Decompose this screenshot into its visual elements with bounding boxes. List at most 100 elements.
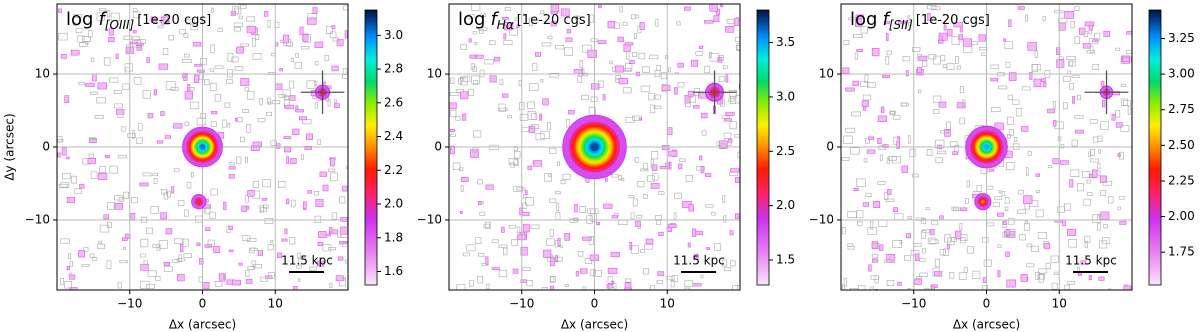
colorbar-tick-label: 2.0	[384, 197, 403, 211]
noise	[706, 247, 710, 251]
noise	[228, 174, 235, 179]
x-axis-label: Δx (arcsec)	[953, 318, 1020, 332]
noise	[997, 244, 1002, 248]
noise	[60, 53, 67, 59]
noise	[866, 82, 876, 88]
noise	[194, 63, 202, 67]
noise	[70, 49, 80, 56]
noise	[511, 239, 518, 246]
y-tick-label: 0	[826, 140, 834, 154]
noise	[671, 275, 679, 282]
noise	[1058, 22, 1066, 31]
noise	[240, 4, 247, 9]
noise	[1069, 179, 1074, 188]
noise	[468, 89, 474, 96]
noise	[932, 267, 940, 276]
noise	[870, 220, 874, 230]
noise	[509, 28, 518, 36]
noise	[240, 136, 245, 143]
noise	[66, 156, 70, 160]
noise	[854, 52, 858, 60]
noise	[997, 270, 1001, 278]
noise	[286, 41, 294, 47]
x-tick-label: 0	[199, 297, 207, 311]
noise	[959, 117, 965, 125]
noise	[1001, 191, 1006, 197]
noise	[196, 117, 207, 126]
noise	[525, 197, 534, 206]
noise	[546, 238, 555, 246]
noise	[214, 94, 221, 102]
noise	[1063, 75, 1071, 82]
noise	[734, 134, 740, 138]
noise	[1050, 255, 1059, 263]
noise	[530, 224, 540, 229]
noise	[909, 148, 916, 157]
noise	[694, 253, 699, 260]
noise	[965, 198, 969, 205]
noise	[527, 111, 536, 120]
noise	[1019, 234, 1026, 241]
noise	[234, 66, 244, 71]
noise	[331, 212, 337, 220]
noise	[1051, 282, 1058, 290]
noise	[1060, 144, 1065, 149]
noise	[982, 277, 987, 283]
title-subscript: [OIII]	[105, 18, 135, 32]
noise	[1079, 27, 1086, 35]
noise	[115, 53, 119, 59]
noise	[705, 173, 712, 177]
noise	[862, 105, 867, 111]
noise	[523, 194, 527, 199]
noise	[75, 27, 83, 34]
noise	[294, 61, 302, 69]
x-tick-label: 10	[1052, 297, 1067, 311]
noise	[648, 93, 655, 101]
noise	[690, 59, 699, 67]
noise	[729, 230, 734, 236]
colorbar-tick-label: 2.50	[1168, 138, 1195, 152]
noise	[719, 99, 725, 107]
noise	[885, 198, 895, 202]
noise	[283, 99, 291, 108]
noise	[1018, 189, 1024, 195]
noise	[938, 35, 943, 41]
noise	[651, 164, 658, 172]
noise	[227, 123, 231, 128]
noise	[864, 138, 870, 144]
noise	[1099, 175, 1107, 183]
noise	[709, 52, 713, 58]
noise	[179, 29, 186, 35]
noise	[901, 165, 909, 173]
noise	[478, 27, 488, 31]
noise	[544, 173, 552, 182]
noise	[1020, 274, 1028, 282]
noise	[211, 111, 218, 115]
noise	[1089, 45, 1094, 53]
noise	[562, 173, 571, 180]
noise	[856, 49, 863, 53]
source-level	[981, 200, 984, 203]
noise	[106, 260, 112, 269]
noise	[624, 68, 632, 72]
colorbar-tick-label: 3.0	[384, 28, 403, 42]
noise	[883, 21, 890, 25]
noise	[485, 283, 490, 290]
noise	[96, 12, 105, 21]
noise	[1090, 158, 1100, 163]
noise	[89, 253, 95, 258]
noise	[142, 172, 152, 177]
noise	[1012, 99, 1020, 105]
noise	[555, 240, 561, 248]
x-tick-label: −10	[509, 297, 534, 311]
noise	[1035, 209, 1044, 218]
noise	[343, 5, 348, 11]
noise	[885, 55, 890, 65]
noise	[1121, 98, 1128, 106]
noise	[498, 244, 508, 249]
noise	[934, 258, 940, 268]
noise	[918, 89, 922, 94]
title-prefix: log	[66, 9, 93, 30]
noise	[516, 226, 521, 234]
noise	[192, 42, 202, 47]
